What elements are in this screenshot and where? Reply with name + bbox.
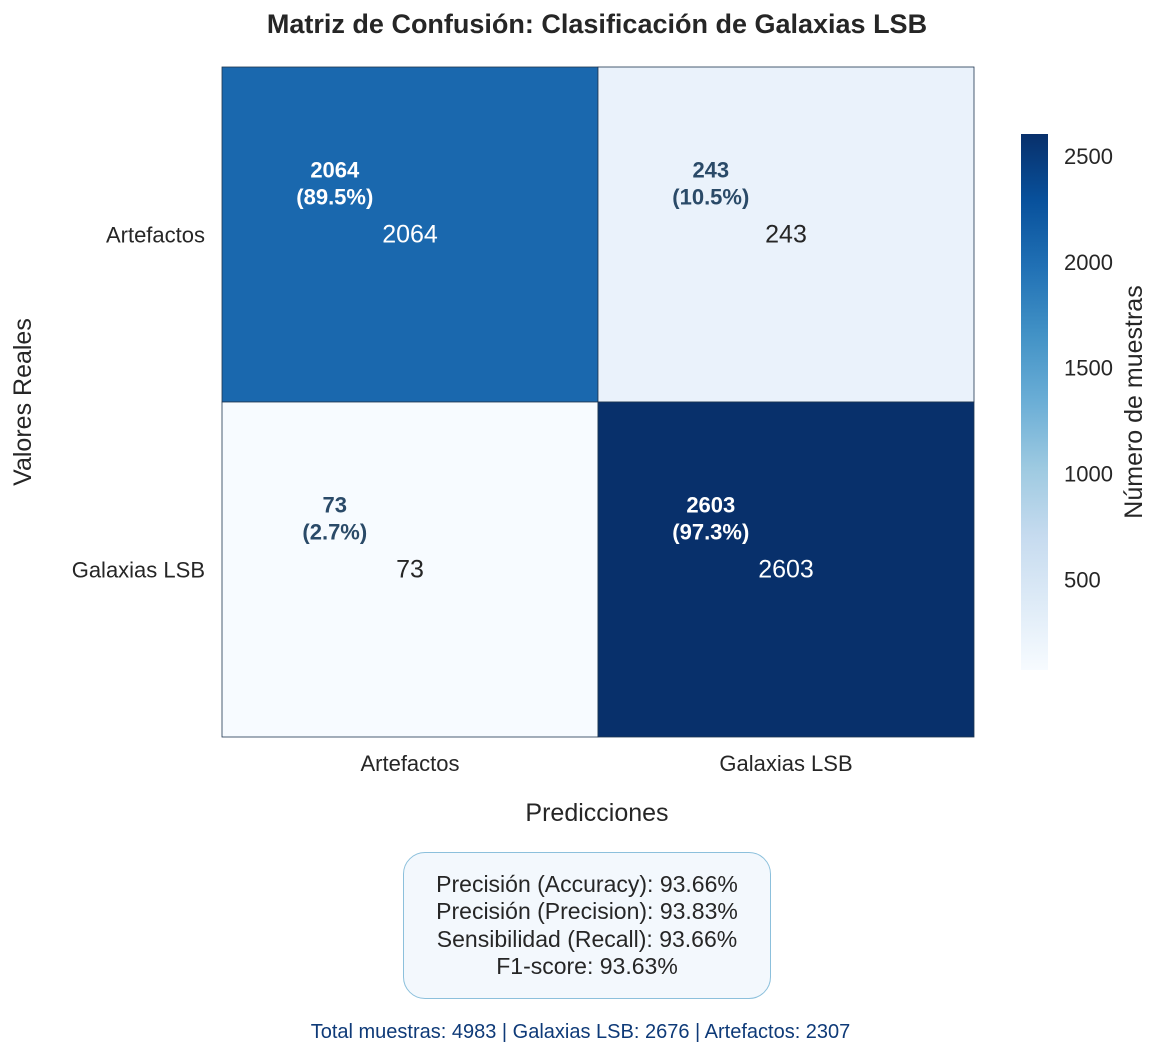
cell-count-label: 243 [692, 158, 729, 183]
cell-value-label: 2603 [758, 556, 814, 584]
colorbar-label: Número de muestras [1120, 285, 1148, 518]
cell-value-label: 243 [765, 221, 807, 249]
cell-count-label: 2064 [310, 158, 360, 183]
x-tick-label: Artefactos [360, 751, 459, 776]
recall-metric: Sensibilidad (Recall): 93.66% [436, 925, 738, 952]
chart-title: Matriz de Confusión: Clasificación de Ga… [267, 9, 927, 39]
heatmap-cell [597, 66, 975, 403]
x-tick-label: Galaxias LSB [719, 751, 852, 776]
heatmap-cell [221, 66, 599, 403]
colorbar-tick-label: 2500 [1064, 144, 1113, 169]
y-tick-label: Artefactos [106, 223, 205, 248]
cell-value-label: 73 [396, 556, 424, 584]
cell-percent-label: (10.5%) [672, 184, 749, 209]
colorbar-tick-label: 1500 [1064, 356, 1113, 381]
f1-metric: F1-score: 93.63% [496, 953, 678, 979]
heatmap-cells: 2064(89.5%)2064243(10.5%)24373(2.7%)7326… [221, 66, 975, 738]
confusion-matrix-chart: Matriz de Confusión: Clasificación de Ga… [9, 9, 1148, 827]
x-axis-label: Predicciones [525, 799, 668, 827]
heatmap-cell [597, 401, 975, 738]
cell-count-label: 73 [323, 493, 347, 518]
axis-tick-labels: Artefactos Galaxias LSB Artefactos Galaxias… [72, 223, 853, 777]
colorbar-tick-label: 1000 [1064, 462, 1113, 487]
colorbar-tick-label: 500 [1064, 568, 1101, 593]
accuracy-metric: Precisión (Accuracy): 93.66% [436, 870, 738, 897]
cell-percent-label: (89.5%) [296, 184, 373, 209]
y-axis-label: Valores Reales [9, 318, 37, 486]
sample-summary: Total muestras: 4983 | Galaxias LSB: 267… [310, 1021, 851, 1043]
precision-metric: Precisión (Precision): 93.83% [436, 898, 738, 924]
colorbar-tick-label: 2000 [1064, 250, 1113, 275]
y-tick-label: Galaxias LSB [72, 558, 205, 583]
cell-percent-label: (2.7%) [302, 519, 367, 544]
cell-count-label: 2603 [686, 493, 735, 518]
cell-percent-label: (97.3%) [672, 519, 749, 544]
cell-value-label: 2064 [382, 221, 438, 249]
metrics-box: Precisión (Accuracy): 93.66% Precisión (… [403, 852, 771, 999]
heatmap-cell [221, 401, 599, 738]
colorbar-ticks: 500 1000 1500 2000 2500 [1064, 144, 1113, 593]
colorbar [1021, 134, 1048, 670]
